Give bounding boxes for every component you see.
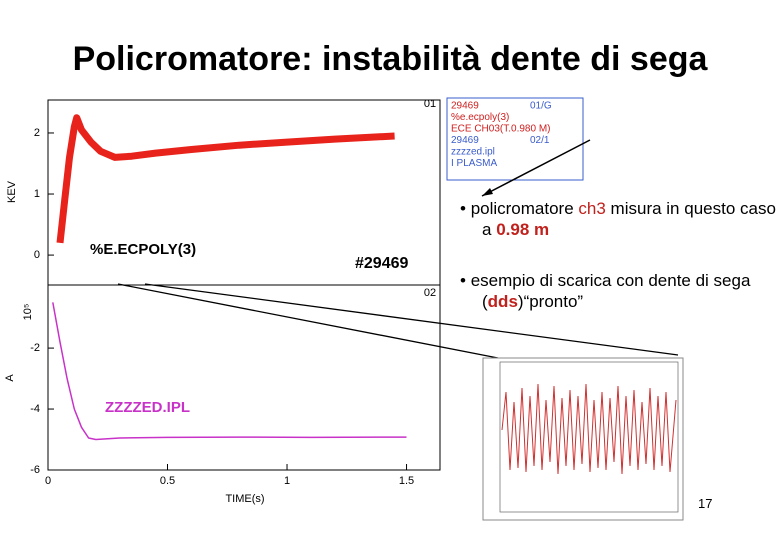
legend-text: zzzzed.ipl	[451, 147, 495, 158]
y-tick-label: -6	[30, 464, 40, 476]
y-tick-label: -2	[30, 342, 40, 354]
inset-axes	[499, 361, 679, 513]
legend-text: 01/G	[530, 101, 552, 112]
inset-plot	[482, 357, 684, 521]
legend-text: I PLASMA	[451, 158, 497, 169]
zoom-line	[144, 283, 679, 356]
signal-label: %E.ECPOLY(3)	[90, 241, 196, 258]
plot-marker: 01	[424, 98, 436, 110]
bullet-highlight: 0.98 m	[496, 220, 550, 239]
bullet-highlight: dds	[487, 292, 518, 311]
x-tick-label: 0	[45, 475, 51, 487]
bullet-highlight: ch3	[578, 199, 606, 218]
signal-line	[52, 302, 407, 441]
legend-text: %e.ecpoly(3)	[451, 112, 509, 123]
signal-line	[56, 114, 395, 244]
y-label: KEV	[6, 180, 18, 203]
shot-label: #29469	[355, 255, 408, 272]
scale-label: 10⁵	[22, 304, 34, 321]
y-tick-label: 1	[34, 188, 40, 200]
x-tick-label: 0.5	[160, 475, 175, 487]
y-tick-label: 2	[34, 127, 40, 139]
inset-trace	[501, 383, 677, 475]
y-tick-label: -4	[30, 403, 40, 415]
bullet-text: policromatore	[470, 199, 579, 218]
arrow	[481, 139, 591, 197]
bullet: • esempio di scarica con dente di sega (…	[460, 271, 751, 311]
y-tick-label: 0	[34, 249, 40, 261]
legend-text: ECE CH03(T.0.980 M)	[451, 124, 550, 135]
page-number: 17	[698, 496, 713, 511]
slide-title: Policromatore: instabilità dente di sega	[72, 40, 708, 78]
plot-marker: 02	[424, 287, 436, 299]
bullet-text: )“pronto”	[517, 292, 584, 311]
bullet-text: esempio di scarica con dente di sega (	[470, 271, 751, 311]
arrow-head	[482, 188, 493, 196]
legend-text: 02/1	[530, 135, 550, 146]
zoom-line	[117, 283, 499, 359]
x-tick-label: 1.5	[399, 475, 414, 487]
legend-text: 29469	[451, 135, 479, 146]
bullet-text: misura in questo caso a	[482, 199, 776, 239]
bullet: • policromatore ch3 misura in questo cas…	[460, 199, 776, 239]
legend-box	[446, 97, 584, 181]
y-label: A	[4, 374, 16, 382]
x-label: TIME(s)	[225, 493, 264, 505]
x-tick-label: 1	[284, 475, 290, 487]
signal-label: ZZZZED.IPL	[105, 399, 190, 416]
legend-text: 29469	[451, 101, 479, 112]
